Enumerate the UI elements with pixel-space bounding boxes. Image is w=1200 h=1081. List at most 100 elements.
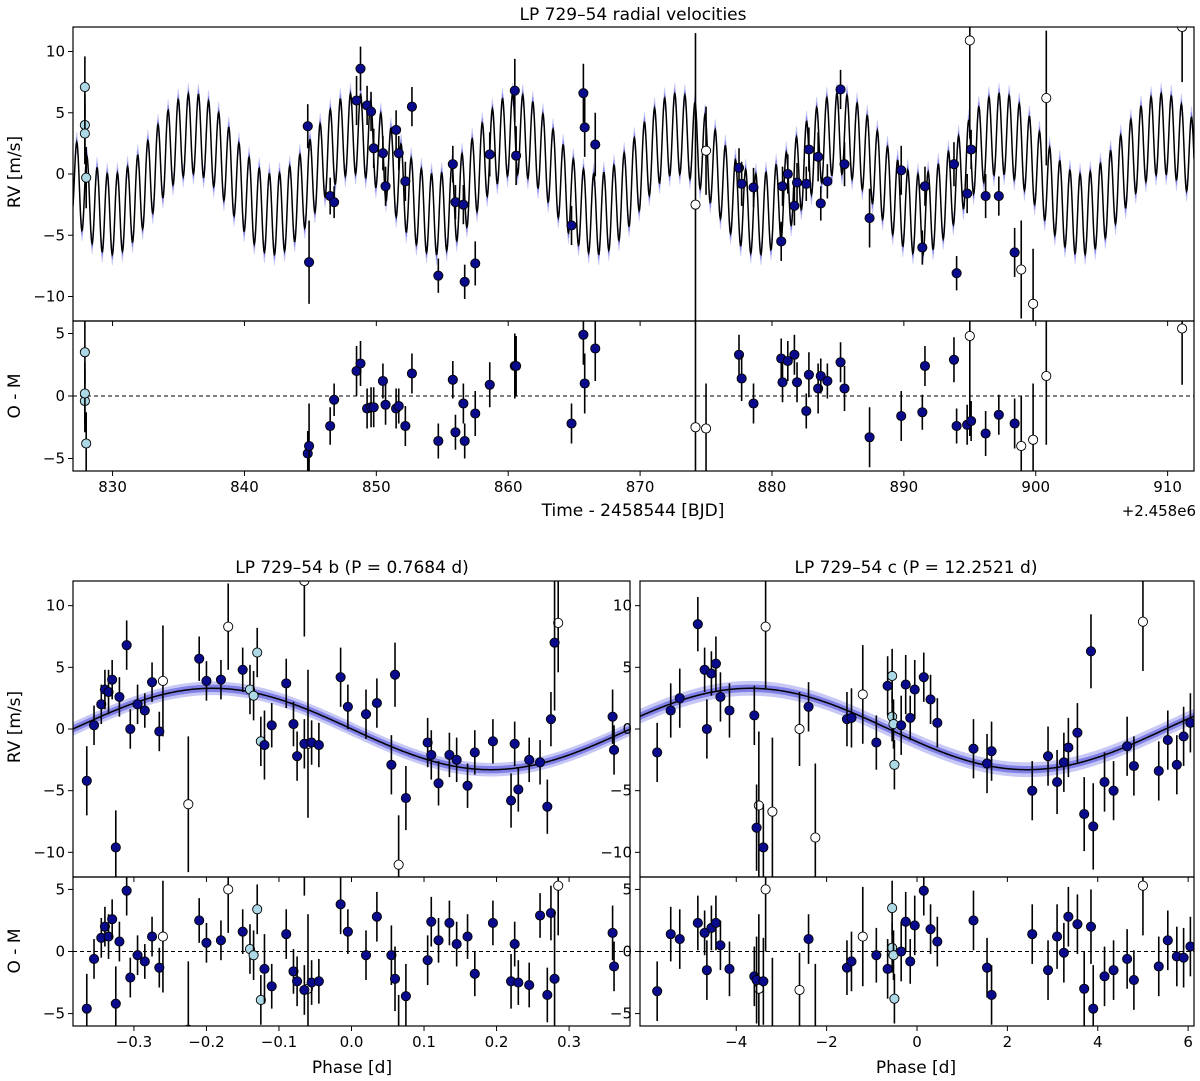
ts-points-bottom — [79, 321, 1188, 471]
pc-resid-point-main — [882, 963, 893, 974]
pc-point-main — [710, 658, 721, 669]
pc-xtick-label: 0 — [912, 1033, 922, 1051]
ts-xtick-label: 860 — [494, 478, 523, 496]
pc-resid-point-main — [900, 916, 911, 927]
pb-resid-point-light — [248, 950, 259, 961]
pb-point-main — [121, 640, 132, 651]
pc-resid-point-main — [896, 946, 907, 957]
pb-resid-point-main — [545, 907, 556, 919]
ts-resid-point-main — [377, 375, 388, 387]
ts-point-main — [962, 188, 973, 199]
timeseries-title: LP 729–54 radial velocities — [520, 5, 747, 25]
pb-resid-point-main — [215, 935, 227, 946]
pb-point-main — [524, 754, 535, 765]
pc-xtick-label: 2 — [1003, 1033, 1013, 1051]
ts-resid-point-main — [993, 409, 1004, 420]
pc-resid-point-main — [1122, 953, 1133, 965]
ts-point-main — [509, 85, 520, 96]
pb-point-main — [506, 795, 517, 806]
pb-xtick-label: 0.2 — [485, 1033, 509, 1051]
ts-resid-point-main — [782, 355, 793, 367]
pb-point-main — [451, 754, 462, 765]
ts-resid-ytick-label: 0 — [55, 387, 65, 405]
pc-resid-point-main — [1099, 971, 1110, 982]
pc-resid-point-main — [1108, 965, 1119, 976]
pc-resid-point-main — [981, 962, 993, 973]
ts-resid-point-main — [393, 400, 404, 412]
pc-resid-point-main — [909, 920, 920, 931]
ts-point-main — [801, 178, 812, 189]
phase-b-resid-ylabel: O - M — [5, 929, 25, 974]
ts-resid-point-open — [700, 423, 712, 434]
ts-xtick-label: 880 — [758, 478, 787, 496]
ts-point-main — [447, 159, 458, 170]
ts-point-main — [579, 122, 590, 133]
pb-resid-point-main — [422, 955, 433, 966]
ts-resid-point-main — [864, 432, 875, 443]
phase-b-panel: LP 729–54 b (P = 0.7684 d) RV [m/s] O - … — [5, 558, 631, 1078]
ts-resid-point-main — [966, 415, 977, 427]
ts-ytick-label: −5 — [43, 226, 65, 244]
ts-resid-point-light — [79, 347, 90, 358]
ts-ytick-label: −10 — [33, 288, 65, 306]
pc-xtick-label: −2 — [816, 1033, 838, 1051]
pc-resid-point-main — [905, 956, 916, 967]
ts-xtick-label: 910 — [1153, 478, 1182, 496]
ts-point-main — [951, 268, 962, 279]
pc-ytick-label: 5 — [622, 658, 632, 676]
ts-point-main — [777, 181, 788, 192]
pb-resid-point-main — [154, 962, 165, 973]
phase-b-ylabel: RV [m/s] — [5, 691, 25, 763]
pc-resid-point-main — [758, 976, 769, 987]
pc-point-main — [1072, 727, 1083, 738]
ts-resid-point-main — [578, 329, 589, 340]
ts-xtick-label: 890 — [890, 478, 919, 496]
pc-point-main — [1042, 751, 1054, 762]
pc-model-band-inner — [640, 684, 1194, 774]
ts-ytick-label: 5 — [55, 104, 65, 122]
pb-resid-point-open — [157, 931, 168, 942]
ts-resid-point-main — [458, 398, 469, 409]
pc-xtick-label: −4 — [725, 1033, 747, 1051]
pc-point-main — [1162, 735, 1173, 746]
ts-point-main — [917, 242, 928, 253]
ts-resid-point-main — [579, 378, 590, 389]
pb-point-main — [426, 749, 437, 760]
pc-point-main — [692, 619, 703, 630]
pb-point-main — [266, 720, 277, 731]
pc-model-band-outer — [640, 680, 1194, 778]
pc-ytick-label: 10 — [613, 597, 632, 615]
pb-xtick-label: 0.0 — [340, 1033, 364, 1051]
ts-resid-point-main — [450, 427, 461, 438]
pb-point-main — [110, 842, 121, 853]
phase-b-title: LP 729–54 b (P = 0.7684 d) — [235, 558, 469, 578]
ts-point-main — [484, 149, 495, 160]
ts-resid-point-light — [81, 438, 92, 449]
pc-point-main — [1027, 785, 1038, 796]
pb-point-main — [545, 714, 556, 725]
pc-points-bottom — [652, 877, 1194, 1026]
pb-resid-point-main — [469, 968, 480, 979]
ts-point-open — [1016, 264, 1027, 275]
pb-point-main — [549, 637, 560, 648]
ts-point-open — [1028, 298, 1039, 309]
pc-point-main — [1063, 742, 1074, 753]
pb-point-main — [433, 778, 444, 789]
pb-resid-point-main — [542, 989, 553, 1001]
pc-point-main — [706, 668, 717, 679]
ts-point-main — [919, 181, 931, 192]
pb-point-main — [132, 699, 143, 710]
pb-point-main — [201, 675, 212, 686]
pb-point-main — [103, 686, 114, 698]
pc-ytick-label: 0 — [622, 720, 632, 738]
pb-resid-point-main — [360, 950, 372, 961]
pc-point-main — [905, 712, 916, 723]
ts-point-main — [791, 177, 803, 188]
ts-resid-point-main — [368, 402, 379, 413]
ts-resid-point-open — [1177, 323, 1188, 334]
pb-point-main — [535, 757, 546, 768]
pb-point-main — [608, 744, 620, 756]
pb-resid-point-main — [121, 885, 132, 896]
ts-point-open — [1041, 93, 1052, 104]
